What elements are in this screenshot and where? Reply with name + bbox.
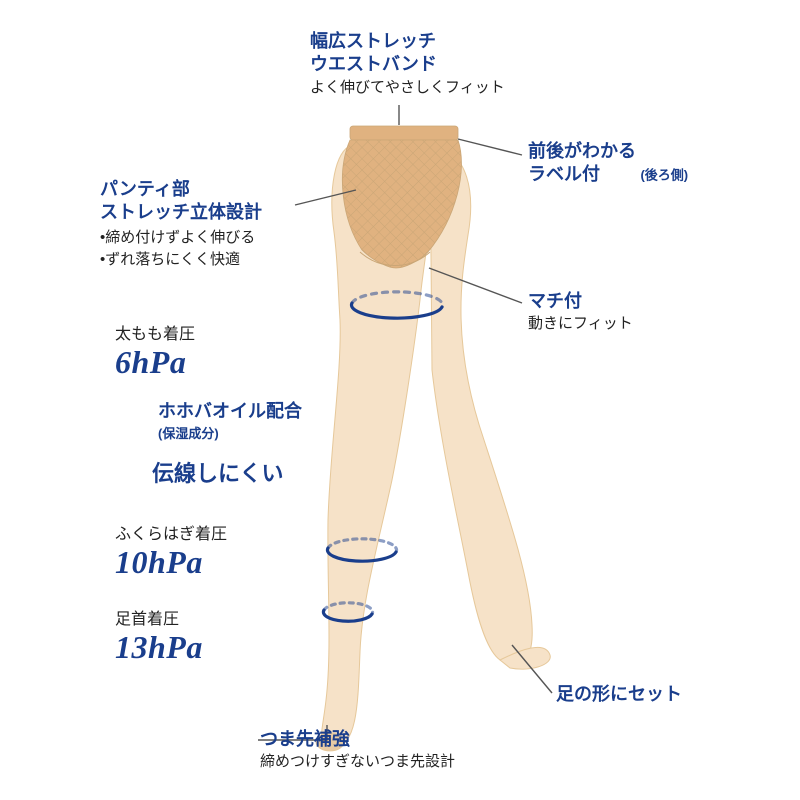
waistband-body: よく伸びてやさしくフィット xyxy=(310,77,505,99)
runres-title: 伝線しにくい xyxy=(152,460,284,488)
thigh-value: 6hPa xyxy=(115,344,195,381)
pressure-thigh: 太もも着圧 6hPa xyxy=(115,320,195,381)
jojoba-title: ホホバオイル配合 xyxy=(158,401,302,421)
panty-body: •締め付けずよく伸びる •ずれ落ちにくく快適 xyxy=(100,227,262,271)
waistband-title: 幅広ストレッチ ウエストバンド xyxy=(310,30,505,75)
infographic-canvas: 幅広ストレッチ ウエストバンド よく伸びてやさしくフィット 前後がわかる ラベル… xyxy=(0,0,800,800)
ankle-value: 13hPa xyxy=(115,629,203,666)
label-small: (後ろ側) xyxy=(640,168,688,183)
jojoba-small: (保湿成分) xyxy=(158,426,219,441)
gusset-title: マチ付 xyxy=(528,290,633,313)
gusset-body: 動きにフィット xyxy=(528,313,633,335)
pressure-ankle: 足首着圧 13hPa xyxy=(115,605,203,666)
ankle-label: 足首着圧 xyxy=(115,605,203,629)
footform-title: 足の形にセット xyxy=(556,683,682,706)
calf-label: ふくらはぎ着圧 xyxy=(115,520,227,544)
label-title: 前後がわかる ラベル付 xyxy=(528,140,636,185)
callout-label: 前後がわかる ラベル付 (後ろ側) xyxy=(528,140,688,185)
callout-footform: 足の形にセット xyxy=(556,683,682,706)
callout-waistband: 幅広ストレッチ ウエストバンド よく伸びてやさしくフィット xyxy=(310,30,505,99)
legs-illustration xyxy=(0,0,800,800)
callout-jojoba: ホホバオイル配合 (保湿成分) xyxy=(158,400,302,443)
callout-gusset: マチ付 動きにフィット xyxy=(528,290,633,334)
callout-panty: パンティ部 ストレッチ立体設計 •締め付けずよく伸びる •ずれ落ちにくく快適 xyxy=(100,178,262,271)
callout-runresistant: 伝線しにくい xyxy=(152,460,284,488)
thigh-label: 太もも着圧 xyxy=(115,320,195,344)
callout-toe: つま先補強 締めつけすぎないつま先設計 xyxy=(260,728,455,772)
pressure-calf: ふくらはぎ着圧 10hPa xyxy=(115,520,227,581)
panty-title: パンティ部 ストレッチ立体設計 xyxy=(100,178,262,223)
toe-body: 締めつけすぎないつま先設計 xyxy=(260,751,455,773)
toe-title: つま先補強 xyxy=(260,728,455,751)
calf-value: 10hPa xyxy=(115,544,227,581)
